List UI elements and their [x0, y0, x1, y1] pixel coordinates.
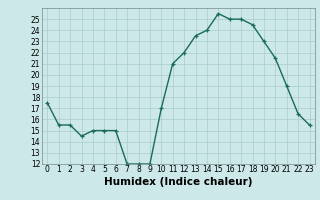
X-axis label: Humidex (Indice chaleur): Humidex (Indice chaleur): [104, 177, 253, 187]
